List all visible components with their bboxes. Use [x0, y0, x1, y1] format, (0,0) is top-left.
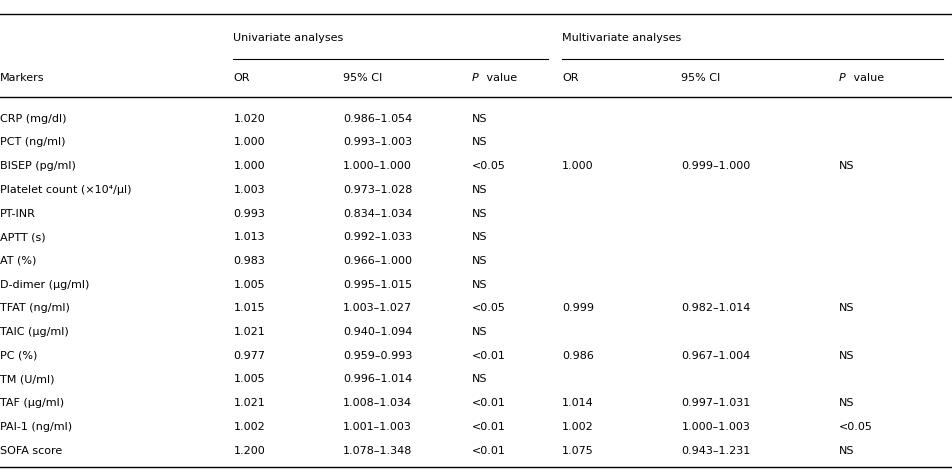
Text: Univariate analyses: Univariate analyses [233, 33, 344, 43]
Text: <0.05: <0.05 [471, 303, 506, 313]
Text: <0.01: <0.01 [471, 398, 506, 408]
Text: 1.021: 1.021 [233, 327, 265, 337]
Text: 0.983: 0.983 [233, 256, 265, 266]
Text: 0.999: 0.999 [562, 303, 594, 313]
Text: 0.834–1.034: 0.834–1.034 [343, 209, 412, 219]
Text: 1.002: 1.002 [562, 422, 593, 432]
Text: AT (%): AT (%) [0, 256, 36, 266]
Text: Markers: Markers [0, 73, 45, 83]
Text: 0.977: 0.977 [233, 351, 266, 361]
Text: APTT (s): APTT (s) [0, 232, 46, 242]
Text: 0.986: 0.986 [562, 351, 593, 361]
Text: NS: NS [471, 185, 486, 195]
Text: 95% CI: 95% CI [343, 73, 382, 83]
Text: PT-INR: PT-INR [0, 209, 36, 219]
Text: Multivariate analyses: Multivariate analyses [562, 33, 681, 43]
Text: NS: NS [471, 374, 486, 384]
Text: 1.075: 1.075 [562, 446, 593, 456]
Text: 0.993: 0.993 [233, 209, 265, 219]
Text: NS: NS [471, 114, 486, 124]
Text: NS: NS [471, 256, 486, 266]
Text: <0.05: <0.05 [838, 422, 872, 432]
Text: 1.013: 1.013 [233, 232, 265, 242]
Text: 95% CI: 95% CI [681, 73, 720, 83]
Text: 0.996–1.014: 0.996–1.014 [343, 374, 412, 384]
Text: 1.200: 1.200 [233, 446, 265, 456]
Text: 1.003–1.027: 1.003–1.027 [343, 303, 412, 313]
Text: NS: NS [838, 398, 853, 408]
Text: NS: NS [838, 161, 853, 171]
Text: 0.995–1.015: 0.995–1.015 [343, 280, 412, 290]
Text: 1.000: 1.000 [233, 137, 265, 147]
Text: 1.000–1.003: 1.000–1.003 [681, 422, 749, 432]
Text: Platelet count (×10⁴/μl): Platelet count (×10⁴/μl) [0, 185, 131, 195]
Text: 0.997–1.031: 0.997–1.031 [681, 398, 750, 408]
Text: 1.005: 1.005 [233, 280, 265, 290]
Text: NS: NS [838, 446, 853, 456]
Text: BISEP (pg/ml): BISEP (pg/ml) [0, 161, 76, 171]
Text: OR: OR [233, 73, 249, 83]
Text: PAI-1 (ng/ml): PAI-1 (ng/ml) [0, 422, 72, 432]
Text: P: P [838, 73, 844, 83]
Text: 1.078–1.348: 1.078–1.348 [343, 446, 412, 456]
Text: NS: NS [838, 351, 853, 361]
Text: <0.05: <0.05 [471, 161, 506, 171]
Text: 1.014: 1.014 [562, 398, 593, 408]
Text: P: P [471, 73, 478, 83]
Text: 0.999–1.000: 0.999–1.000 [681, 161, 750, 171]
Text: NS: NS [471, 232, 486, 242]
Text: 0.959–0.993: 0.959–0.993 [343, 351, 412, 361]
Text: OR: OR [562, 73, 578, 83]
Text: NS: NS [471, 327, 486, 337]
Text: CRP (mg/dl): CRP (mg/dl) [0, 114, 67, 124]
Text: SOFA score: SOFA score [0, 446, 62, 456]
Text: 0.986–1.054: 0.986–1.054 [343, 114, 412, 124]
Text: 1.000: 1.000 [233, 161, 265, 171]
Text: 1.002: 1.002 [233, 422, 265, 432]
Text: 0.973–1.028: 0.973–1.028 [343, 185, 412, 195]
Text: 0.992–1.033: 0.992–1.033 [343, 232, 412, 242]
Text: NS: NS [471, 280, 486, 290]
Text: 1.001–1.003: 1.001–1.003 [343, 422, 411, 432]
Text: NS: NS [471, 137, 486, 147]
Text: 1.015: 1.015 [233, 303, 265, 313]
Text: 0.966–1.000: 0.966–1.000 [343, 256, 411, 266]
Text: <0.01: <0.01 [471, 446, 506, 456]
Text: 0.943–1.231: 0.943–1.231 [681, 446, 750, 456]
Text: 1.000–1.000: 1.000–1.000 [343, 161, 411, 171]
Text: TM (U/ml): TM (U/ml) [0, 374, 54, 384]
Text: NS: NS [471, 209, 486, 219]
Text: 1.005: 1.005 [233, 374, 265, 384]
Text: <0.01: <0.01 [471, 351, 506, 361]
Text: 0.982–1.014: 0.982–1.014 [681, 303, 750, 313]
Text: 1.021: 1.021 [233, 398, 265, 408]
Text: D-dimer (μg/ml): D-dimer (μg/ml) [0, 280, 89, 290]
Text: 1.000: 1.000 [562, 161, 593, 171]
Text: 0.940–1.094: 0.940–1.094 [343, 327, 412, 337]
Text: NS: NS [838, 303, 853, 313]
Text: TAF (μg/ml): TAF (μg/ml) [0, 398, 64, 408]
Text: TAIC (μg/ml): TAIC (μg/ml) [0, 327, 69, 337]
Text: value: value [483, 73, 517, 83]
Text: PCT (ng/ml): PCT (ng/ml) [0, 137, 66, 147]
Text: 0.993–1.003: 0.993–1.003 [343, 137, 412, 147]
Text: <0.01: <0.01 [471, 422, 506, 432]
Text: 1.008–1.034: 1.008–1.034 [343, 398, 412, 408]
Text: TFAT (ng/ml): TFAT (ng/ml) [0, 303, 69, 313]
Text: 0.967–1.004: 0.967–1.004 [681, 351, 750, 361]
Text: value: value [849, 73, 883, 83]
Text: 1.003: 1.003 [233, 185, 265, 195]
Text: 1.020: 1.020 [233, 114, 265, 124]
Text: PC (%): PC (%) [0, 351, 37, 361]
